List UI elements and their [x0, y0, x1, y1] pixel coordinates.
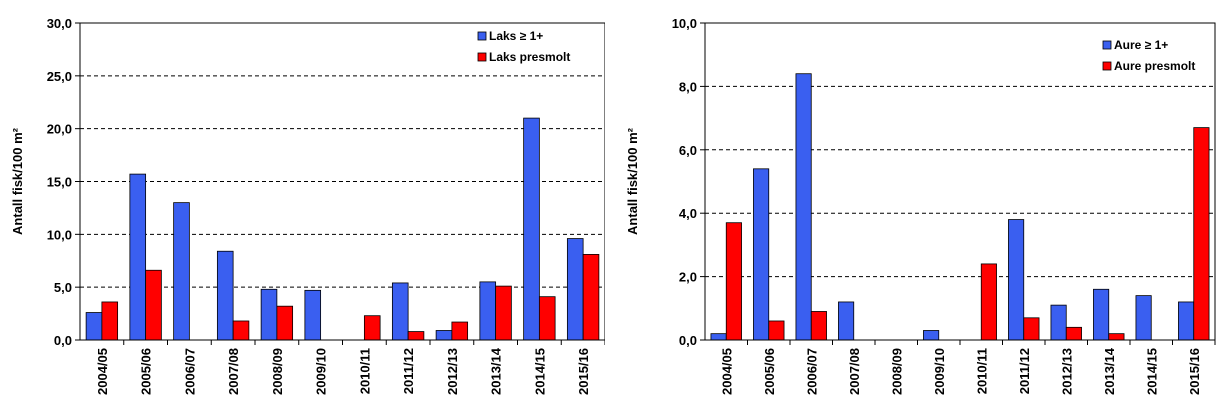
- aure-chart: 0,0 2,0 4,0 6,0 8,0 10,0 2004/05 2005/06 2006/07…: [625, 16, 1216, 395]
- x-tick-label: 2015/16: [1187, 348, 1202, 395]
- bar-blue: [1178, 301, 1195, 341]
- bar-blue: [304, 289, 322, 341]
- x-tick-label: 2009/10: [314, 348, 329, 395]
- bar-blue: [838, 301, 855, 341]
- bar-red: [407, 331, 425, 341]
- bar-blue: [566, 238, 584, 341]
- y-tick-label: 10,0: [672, 16, 697, 31]
- bar-blue: [923, 330, 940, 341]
- x-tick-label: 2010/11: [357, 348, 372, 394]
- x-tick-label: 2006/07: [182, 348, 197, 395]
- laks-chart: 0,0 5,0 10,0 15,0 20,0 25,0 30,0 2004/05 2005/06…: [10, 16, 605, 395]
- bar-red: [101, 301, 119, 341]
- bar-blue: [479, 281, 497, 341]
- legend-label: Aure ≥ 1+: [1114, 38, 1168, 52]
- bar-red: [145, 269, 162, 341]
- y-tick-label: 4,0: [679, 206, 697, 221]
- bar-red: [451, 321, 469, 341]
- x-tick-label: 2005/06: [139, 348, 154, 395]
- bar-blue: [710, 333, 727, 341]
- x-tick-label: 2004/05: [95, 348, 110, 395]
- bar-red: [495, 285, 512, 341]
- bar-blue: [435, 330, 453, 341]
- bar-red: [768, 320, 785, 341]
- bar-blue: [523, 117, 540, 341]
- plot-frame: [704, 22, 1216, 341]
- x-tick-label: 2015/16: [576, 348, 591, 395]
- legend-swatch: [1102, 40, 1112, 50]
- x-tick-label: 2014/15: [1144, 348, 1159, 395]
- bar-blue: [173, 202, 190, 341]
- x-tick-label: 2011/12: [401, 348, 416, 394]
- x-tick-label: 2008/09: [270, 348, 285, 395]
- y-tick-label: 0,0: [54, 333, 72, 348]
- x-tick-label: 2013/14: [489, 347, 504, 395]
- x-tick-label: 2012/13: [1059, 348, 1074, 395]
- legend-label: Laks ≥ 1+: [489, 29, 543, 43]
- y-tick-label: 8,0: [679, 79, 697, 94]
- plot-area: [705, 23, 1215, 340]
- plot-frame: [79, 22, 605, 341]
- bar-red: [1108, 333, 1125, 341]
- bar-red: [1023, 317, 1040, 341]
- y-tick-label: 25,0: [47, 69, 72, 84]
- legend-label: Laks presmolt: [489, 50, 570, 64]
- legend-swatch: [1102, 61, 1112, 71]
- x-tick-label: 2006/07: [804, 348, 819, 395]
- bar-blue: [1093, 288, 1110, 341]
- y-tick-label: 15,0: [47, 175, 72, 190]
- legend-swatch: [477, 31, 487, 41]
- bar-blue: [391, 282, 409, 341]
- bar-blue: [260, 288, 278, 341]
- y-tick-label: 6,0: [679, 143, 697, 158]
- y-tick-label: 2,0: [679, 270, 697, 285]
- bar-blue: [1050, 304, 1067, 341]
- bar-red: [276, 305, 294, 341]
- x-tick-label: 2009/10: [932, 348, 947, 395]
- y-axis-label: Antall fisk/100 m²: [10, 127, 25, 235]
- bar-red: [1065, 326, 1082, 341]
- bar-red: [232, 320, 250, 341]
- bar-blue: [795, 73, 812, 341]
- bar-blue: [1135, 295, 1152, 341]
- x-tick-label: 2008/09: [889, 348, 904, 395]
- bar-red: [1193, 127, 1210, 341]
- bar-red: [980, 263, 997, 341]
- legend-swatch: [477, 52, 487, 62]
- x-tick-label: 2010/11: [974, 348, 989, 394]
- x-tick-label: 2007/08: [847, 348, 862, 395]
- bar-blue: [216, 250, 234, 341]
- x-tick-label: 2013/14: [1102, 347, 1117, 395]
- y-tick-label: 10,0: [47, 227, 72, 242]
- bar-red: [363, 315, 381, 341]
- y-tick-label: 30,0: [47, 16, 72, 31]
- y-tick-label: 20,0: [47, 122, 72, 137]
- y-tick-label: 0,0: [679, 333, 697, 348]
- bar-blue: [1008, 219, 1025, 341]
- bar-blue: [753, 168, 770, 341]
- bar-red: [538, 296, 556, 341]
- x-tick-label: 2011/12: [1017, 348, 1032, 394]
- bar-red: [725, 222, 742, 341]
- y-axis-label: Antall fisk/100 m²: [625, 127, 640, 235]
- x-tick-label: 2007/08: [226, 348, 241, 395]
- x-tick-label: 2014/15: [532, 348, 547, 395]
- legend-label: Aure presmolt: [1114, 59, 1195, 73]
- bar-blue: [129, 173, 147, 341]
- bar-red: [810, 311, 827, 341]
- bar-blue: [85, 312, 103, 341]
- x-tick-label: 2012/13: [445, 348, 460, 395]
- y-tick-label: 5,0: [54, 280, 72, 295]
- x-tick-label: 2004/05: [719, 348, 734, 395]
- x-tick-label: 2005/06: [762, 348, 777, 395]
- bar-red: [582, 254, 600, 341]
